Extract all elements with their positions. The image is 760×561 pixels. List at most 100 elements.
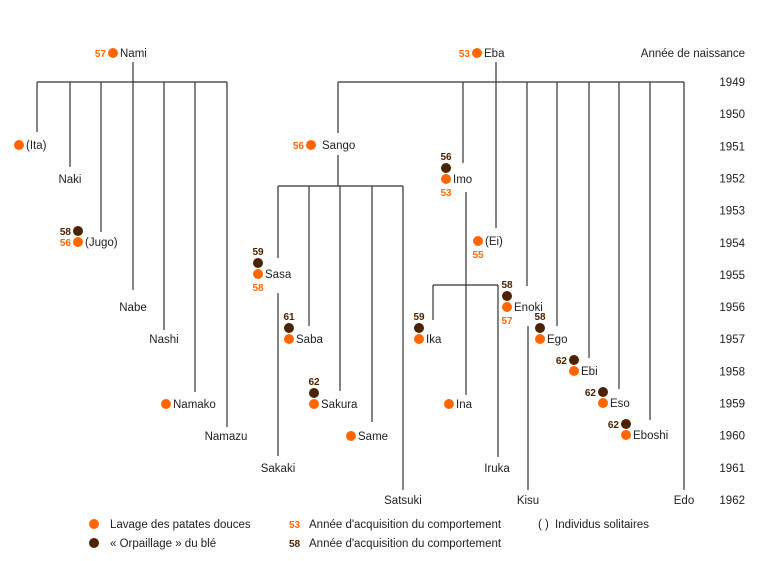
year-tick-label: 1949 bbox=[719, 77, 745, 89]
individual-name: Edo bbox=[674, 495, 694, 507]
year-tick-label: 1950 bbox=[719, 109, 745, 121]
individual-namako: Namako bbox=[161, 399, 216, 411]
individual-same: Same bbox=[346, 431, 388, 443]
individual-eboshi: Eboshi 62 bbox=[608, 419, 668, 442]
potato-washing-dot bbox=[569, 366, 579, 376]
individual-name: Sango bbox=[322, 140, 355, 152]
potato-washing-dot bbox=[306, 140, 316, 150]
individual-name: Kisu bbox=[517, 495, 539, 507]
year-tick-label: 1957 bbox=[719, 334, 745, 346]
wheat-year: 62 bbox=[608, 420, 620, 431]
individual-kisu: Kisu bbox=[517, 495, 539, 507]
individual-name: Enoki bbox=[514, 302, 543, 314]
wheat-year: 62 bbox=[585, 388, 597, 399]
wheat-year: 58 bbox=[60, 227, 72, 238]
potato-washing-dot bbox=[502, 302, 512, 312]
individual-namazu: Namazu bbox=[205, 431, 248, 443]
individual-name: Ika bbox=[426, 334, 442, 346]
wheat-sorting-dot bbox=[535, 323, 545, 333]
wheat-sorting-dot bbox=[73, 226, 83, 236]
individual-name: Ebi bbox=[581, 366, 598, 378]
individual-nabe: Nabe bbox=[119, 302, 147, 314]
year-tick-label: 1951 bbox=[719, 141, 745, 153]
individual-name: Eso bbox=[610, 398, 630, 410]
individual-name: (Ei) bbox=[485, 236, 503, 248]
legend-wheat-year-label: Année d'acquisition du comportement bbox=[309, 538, 502, 550]
individual-name: Imo bbox=[453, 174, 472, 186]
potato-year: 53 bbox=[459, 49, 471, 60]
legend-wheat-dot bbox=[89, 538, 99, 548]
individual-ina: Ina bbox=[444, 399, 473, 411]
potato-year: 57 bbox=[501, 316, 513, 327]
individual-name: Saba bbox=[296, 334, 323, 346]
potato-washing-dot bbox=[472, 48, 482, 58]
individual-naki: Naki bbox=[58, 174, 81, 186]
potato-washing-dot bbox=[441, 174, 451, 184]
potato-washing-dot bbox=[535, 334, 545, 344]
individual-sakaki: Sakaki bbox=[261, 463, 296, 475]
year-tick-label: 1962 bbox=[719, 495, 745, 507]
axis-title: Année de naissance bbox=[641, 48, 745, 60]
potato-year: 56 bbox=[293, 141, 305, 152]
individual-name: Ego bbox=[547, 334, 567, 346]
legend-wheat-year-sample: 58 bbox=[289, 539, 301, 550]
potato-washing-dot bbox=[598, 398, 608, 408]
individual-name: Iruka bbox=[484, 463, 510, 475]
wheat-sorting-dot bbox=[621, 419, 631, 429]
year-axis: 1949 1950 1951 1952 1953 1954 1955 1956 1957 1958… bbox=[719, 77, 745, 507]
year-tick-label: 1955 bbox=[719, 270, 745, 282]
individual-sango: Sango 56 bbox=[293, 140, 355, 152]
potato-washing-dot bbox=[621, 430, 631, 440]
potato-year: 55 bbox=[472, 250, 484, 261]
individual-edo: Edo bbox=[674, 495, 694, 507]
legend-potato-year-sample: 53 bbox=[289, 520, 301, 531]
wheat-sorting-dot bbox=[414, 323, 424, 333]
year-tick-label: 1961 bbox=[719, 463, 745, 475]
individual-name: Nabe bbox=[119, 302, 147, 314]
legend-solitary-label: Individus solitaires bbox=[555, 519, 649, 531]
wheat-sorting-dot bbox=[253, 258, 263, 268]
legend-potato-year-label: Année d'acquisition du comportement bbox=[309, 519, 502, 531]
potato-washing-dot bbox=[473, 236, 483, 246]
year-tick-label: 1953 bbox=[719, 206, 745, 218]
potato-year: 57 bbox=[95, 49, 107, 60]
individual-name: Naki bbox=[58, 174, 81, 186]
year-tick-label: 1959 bbox=[719, 399, 745, 411]
potato-washing-dot bbox=[309, 399, 319, 409]
year-tick-label: 1958 bbox=[719, 366, 745, 378]
potato-year: 58 bbox=[252, 283, 264, 294]
wheat-sorting-dot bbox=[569, 355, 579, 365]
legend: Lavage des patates douces « Orpaillage »… bbox=[89, 519, 649, 550]
potato-year: 56 bbox=[60, 238, 72, 249]
individual-nashi: Nashi bbox=[149, 334, 178, 346]
individual-name: Same bbox=[358, 431, 388, 443]
wheat-year: 58 bbox=[534, 312, 546, 323]
legend-wheat-label: « Orpaillage » du blé bbox=[110, 538, 216, 550]
potato-washing-dot bbox=[444, 399, 454, 409]
individual-name: Namako bbox=[173, 399, 216, 411]
potato-washing-dot bbox=[73, 237, 83, 247]
individual-name: Ina bbox=[456, 399, 473, 411]
potato-year: 53 bbox=[440, 188, 452, 199]
individual-name: Namazu bbox=[205, 431, 248, 443]
legend-solitary-symbol: ( ) bbox=[538, 519, 549, 531]
wheat-sorting-dot bbox=[598, 387, 608, 397]
individual-name: Sakura bbox=[321, 399, 358, 411]
individual-satsuki: Satsuki bbox=[384, 495, 422, 507]
individual-name: Sasa bbox=[265, 269, 292, 281]
individual-eba: Eba 53 bbox=[459, 48, 505, 60]
wheat-year: 58 bbox=[501, 280, 513, 291]
year-tick-label: 1960 bbox=[719, 431, 745, 443]
individual-name: Nami bbox=[120, 48, 147, 60]
wheat-year: 59 bbox=[413, 312, 425, 323]
wheat-sorting-dot bbox=[502, 291, 512, 301]
legend-potato-dot bbox=[89, 519, 99, 529]
wheat-year: 61 bbox=[283, 312, 295, 323]
wheat-year: 62 bbox=[308, 377, 320, 388]
